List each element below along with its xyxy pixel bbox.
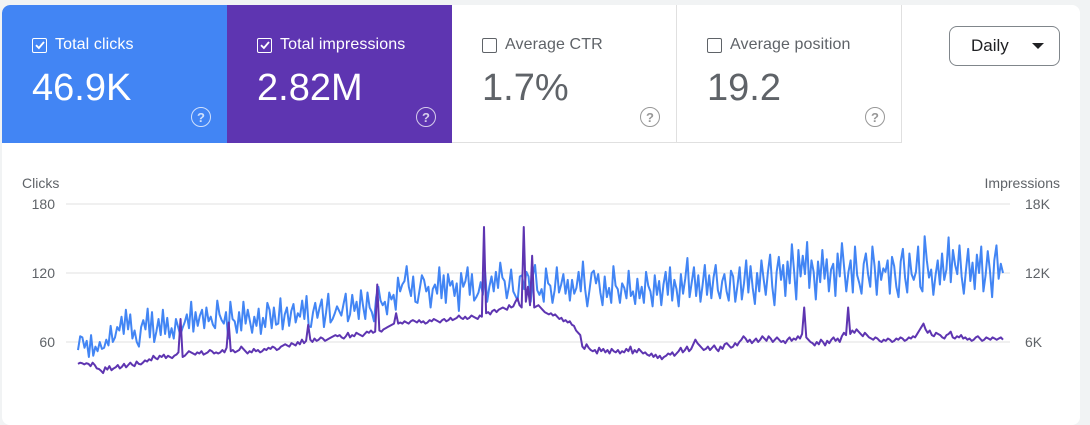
granularity-selected-label: Daily	[971, 36, 1009, 55]
y-tick-label-left: 120	[32, 265, 56, 281]
help-icon[interactable]: ?	[191, 107, 211, 127]
metric-label: Total clicks	[55, 36, 134, 53]
checkmark-icon	[259, 41, 270, 50]
metric-header: Total impressions	[257, 34, 452, 56]
metric-value: 2.82M	[257, 67, 363, 109]
grid-layer	[66, 203, 1010, 343]
help-icon[interactable]: ?	[865, 107, 885, 127]
y-tick-label-left: 180	[32, 196, 56, 212]
checkbox-unchecked-icon[interactable]	[482, 37, 497, 53]
metric-total-impressions[interactable]: Total impressions 2.82M ?	[227, 5, 452, 143]
tick-labels: 60 120 180 6K 12K 18K	[32, 196, 1051, 350]
checkbox-checked-icon[interactable]	[32, 37, 47, 53]
checkbox-checked-icon[interactable]	[257, 37, 272, 53]
metric-value: 19.2	[707, 67, 781, 109]
caret-down-icon	[1032, 43, 1044, 49]
metric-value: 1.7%	[482, 67, 569, 109]
y-axis-right-title: Impressions	[985, 175, 1060, 191]
metric-header: Average CTR	[482, 34, 676, 56]
y-tick-label-left: 60	[39, 334, 55, 350]
checkbox-unchecked-icon[interactable]	[707, 37, 722, 53]
series-line-impressions[interactable]	[77, 226, 1004, 375]
y-tick-label-right: 12K	[1025, 265, 1051, 281]
metric-value: 46.9K	[32, 67, 132, 109]
performance-chart: Clicks Impressions 60 120 180 6K 12K 18K	[22, 175, 1060, 375]
help-icon[interactable]: ?	[640, 107, 660, 127]
help-icon[interactable]: ?	[416, 107, 436, 127]
granularity-select[interactable]: Daily	[949, 26, 1060, 66]
metric-average-position[interactable]: Average position 19.2 ?	[677, 5, 902, 143]
series-line-clicks[interactable]	[77, 235, 1004, 358]
y-tick-label-right: 6K	[1025, 334, 1043, 350]
metric-label: Average position	[730, 36, 851, 53]
metric-average-ctr[interactable]: Average CTR 1.7% ?	[452, 5, 677, 143]
metric-label: Total impressions	[280, 36, 406, 53]
metric-total-clicks[interactable]: Total clicks 46.9K ?	[2, 5, 227, 143]
series-layer	[77, 226, 1004, 375]
metric-header: Average position	[707, 34, 901, 56]
checkmark-icon	[34, 41, 45, 50]
metric-label: Average CTR	[505, 36, 603, 53]
y-tick-label-right: 18K	[1025, 196, 1051, 212]
metric-header: Total clicks	[32, 34, 227, 56]
y-axis-left-title: Clicks	[22, 175, 59, 191]
